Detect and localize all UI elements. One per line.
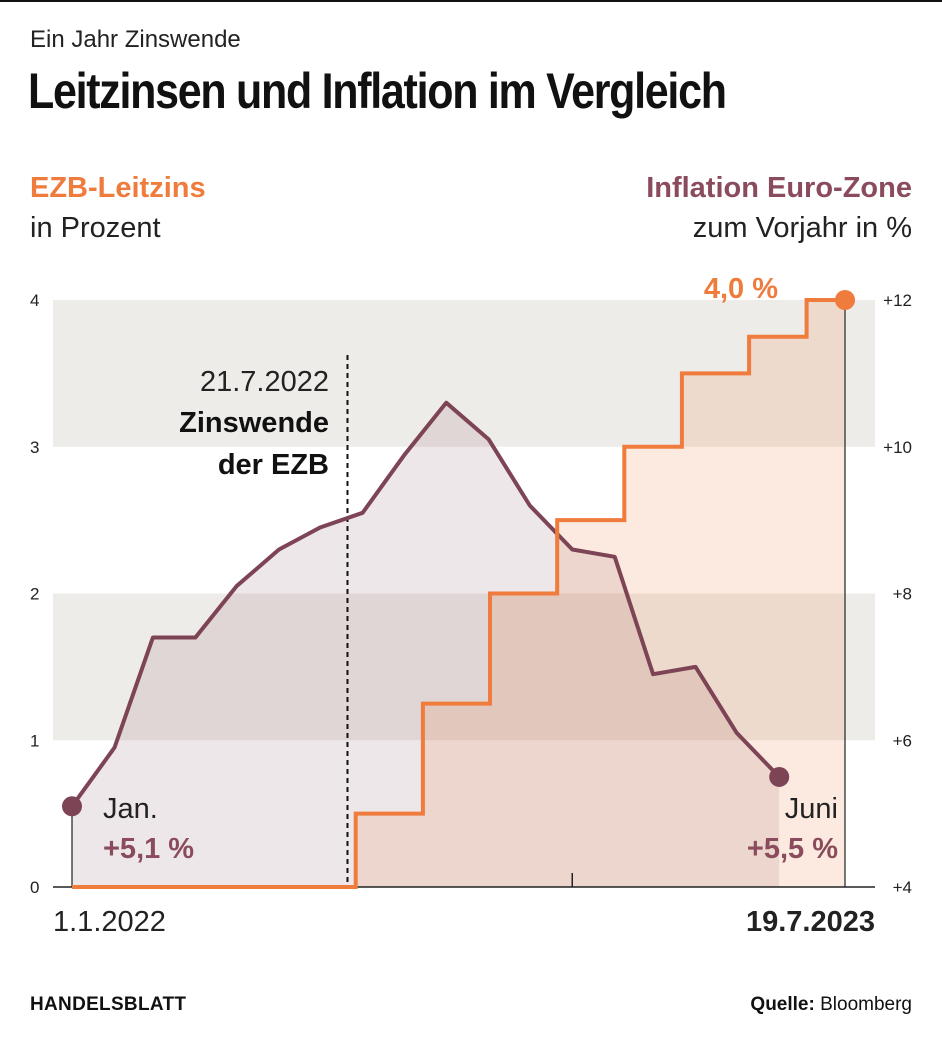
y-right-tick-label: +4 [893,878,912,897]
inflation-start-point [62,796,82,817]
y-right-tick-label: +10 [883,438,912,457]
publisher-brand: HANDELSBLATT [30,994,187,1015]
axes: 0 1 2 3 4 +4 +6 +8 +10 +12 [30,291,912,897]
y-left-tick-label: 4 [30,291,39,310]
event-title-line1: Zinswende [179,407,329,439]
series-lines [70,298,845,889]
x-start-label: 1.1.2022 [53,906,166,938]
start-inflation-value: +5,1 % [103,833,194,865]
inflation-unit-label: zum Vorjahr in % [692,212,912,244]
start-month-label: Jan. [103,793,158,825]
source-note: Quelle: Bloomberg [750,994,912,1016]
y-left-tick-label: 1 [30,731,39,750]
inflation-legend-label: Inflation Euro-Zone [646,172,912,204]
event-title-line2: der EZB [218,449,329,481]
event-date-label: 21.7.2022 [200,366,329,398]
leitzins-unit-label: in Prozent [30,212,161,244]
leitzins-area [72,300,845,887]
leitzins-end-point [835,290,855,310]
top-rule [0,0,942,2]
leitzins-legend-label: EZB-Leitzins [30,172,206,204]
series-areas [72,300,845,887]
chart-labels: 21.7.2022 Zinswende der EZB Jan. +5,1 % … [53,273,875,938]
source-label: Quelle: [750,994,815,1015]
y-left-tick-label: 2 [30,585,39,604]
y-right-tick-label: +8 [893,585,912,604]
y-right-tick-label: +6 [893,731,912,750]
y-left-tick-label: 0 [30,878,39,897]
y-right-tick-label: +12 [883,291,912,310]
end-rate-value: 4,0 % [704,273,778,305]
x-end-label: 19.7.2023 [746,906,875,938]
inflation-line [70,400,782,809]
y-left-tick-label: 3 [30,438,39,457]
chart-kicker: Ein Jahr Zinswende [30,26,241,53]
inflation-area [72,402,780,887]
source-value: Bloomberg [820,994,912,1015]
band-1-2 [53,593,875,741]
background-bands [53,300,875,741]
end-month-label: Juni [785,793,838,825]
end-inflation-value: +5,5 % [747,833,838,865]
series-markers [62,290,855,817]
inflation-end-point [769,766,790,787]
chart-title: Leitzinsen und Inflation im Vergleich [28,63,727,119]
leitzins-line [72,298,845,889]
